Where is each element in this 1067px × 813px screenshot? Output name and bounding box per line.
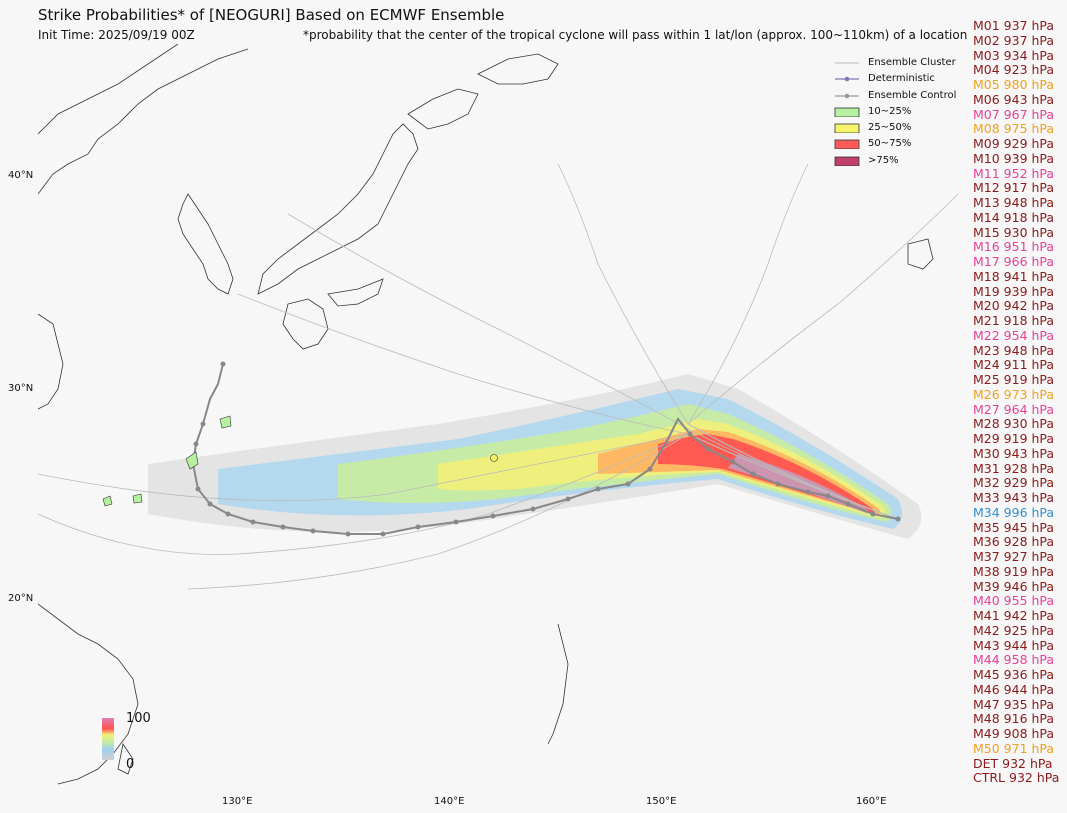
member-pressure-entry: M25 919 hPa: [973, 372, 1055, 387]
lon-label-130: 130°E: [222, 796, 253, 807]
legend-patch-swatch: [834, 156, 860, 166]
legend-25-50: 25~50%: [833, 120, 956, 136]
member-pressure-entry: M49 908 hPa: [973, 726, 1055, 741]
legend-label: >75%: [868, 154, 899, 166]
legend-label: Deterministic: [868, 73, 935, 85]
member-pressure-entry: M30 943 hPa: [973, 445, 1055, 461]
member-pressure-entry: M37 927 hPa: [973, 549, 1055, 564]
member-pressure-entry: M26 973 hPa: [973, 386, 1055, 402]
legend-label: 10~25%: [868, 105, 912, 117]
legend-label: 25~50%: [868, 122, 912, 134]
lon-label-140: 140°E: [434, 796, 465, 807]
lat-label-40: 40°N: [8, 170, 34, 181]
member-pressure-entry: M44 958 hPa: [973, 652, 1055, 668]
member-pressure-entry: M01 937 hPa: [973, 18, 1055, 33]
member-pressure-entry: M17 966 hPa: [973, 254, 1055, 269]
island-probability-patches: [102, 415, 498, 507]
member-pressure-entry: M04 923 hPa: [973, 62, 1055, 78]
lat-label-20: 20°N: [8, 593, 34, 604]
colorbar-min-label: 0: [126, 757, 135, 772]
legend-ensemble-cluster: Ensemble Cluster: [833, 55, 956, 71]
member-pressure-entry: M32 929 hPa: [973, 475, 1055, 491]
member-pressure-entry: M14 918 hPa: [973, 209, 1055, 225]
member-pressure-entry: M11 952 hPa: [973, 165, 1055, 181]
ensemble-control-track: [190, 361, 901, 537]
member-pressure-entry: M10 939 hPa: [973, 150, 1055, 166]
legend-line-swatch: [835, 62, 859, 64]
member-pressure-entry: M46 944 hPa: [973, 681, 1055, 697]
member-pressure-entry: CTRL 932 hPa: [973, 770, 1060, 786]
member-pressure-entry: M20 942 hPa: [973, 298, 1055, 314]
probability-colorbar: [102, 718, 114, 760]
legend-over-75: >75%: [833, 153, 956, 169]
member-pressure-entry: M43 944 hPa: [973, 637, 1055, 653]
legend-ensemble-control: Ensemble Control: [833, 88, 956, 104]
member-pressure-entry: M28 930 hPa: [973, 416, 1055, 432]
map-title: Strike Probabilities* of [NEOGURI] Based…: [38, 6, 505, 24]
legend-marker-swatch: [835, 93, 859, 98]
legend-50-75: 50~75%: [833, 136, 956, 152]
member-pressure-entry: M15 930 hPa: [973, 224, 1055, 240]
member-pressure-entry: M05 980 hPa: [973, 77, 1055, 92]
member-pressure-entry: M16 951 hPa: [973, 239, 1055, 255]
lon-label-160: 160°E: [856, 796, 887, 807]
member-pressure-entry: M38 919 hPa: [973, 563, 1055, 579]
member-pressure-entry: M39 946 hPa: [973, 578, 1055, 594]
member-pressure-entry: M03 934 hPa: [973, 47, 1055, 63]
lat-label-30: 30°N: [8, 383, 34, 394]
member-pressure-entry: M40 955 hPa: [973, 593, 1055, 609]
member-pressure-entry: M35 945 hPa: [973, 519, 1055, 535]
member-pressure-entry: M06 943 hPa: [973, 91, 1055, 107]
member-pressure-entry: M24 911 hPa: [973, 357, 1055, 373]
member-pressure-entry: M13 948 hPa: [973, 195, 1055, 210]
legend-label: Ensemble Control: [868, 89, 957, 101]
map-legend: Ensemble Cluster Deterministic Ensemble …: [833, 55, 956, 169]
legend-label: 50~75%: [868, 138, 912, 150]
legend-patch-swatch: [834, 123, 860, 134]
strike-probability-map: [38, 44, 959, 785]
member-pressure-entry: M18 941 hPa: [973, 268, 1055, 284]
member-pressure-entry: M07 967 hPa: [973, 106, 1055, 122]
member-pressure-entry: M21 918 hPa: [973, 313, 1055, 328]
init-time: Init Time: 2025/09/19 00Z: [38, 28, 195, 42]
member-pressure-entry: M12 917 hPa: [973, 180, 1055, 196]
legend-10-25: 10~25%: [833, 104, 956, 120]
member-pressure-entry: M19 939 hPa: [973, 283, 1055, 299]
member-pressure-entry: M50 971 hPa: [973, 740, 1055, 756]
member-pressure-entry: M45 936 hPa: [973, 667, 1055, 682]
legend-deterministic: Deterministic: [833, 71, 956, 87]
colorbar-max-label: 100: [126, 711, 151, 726]
member-pressure-entry: M23 948 hPa: [973, 342, 1055, 358]
legend-patch-swatch: [834, 140, 860, 150]
lon-label-150: 150°E: [646, 796, 677, 807]
member-pressure-entry: M41 942 hPa: [973, 608, 1055, 623]
member-pressure-entry: M48 916 hPa: [973, 711, 1055, 727]
member-pressure-entry: M29 919 hPa: [973, 431, 1055, 446]
member-pressure-entry: M36 928 hPa: [973, 534, 1055, 550]
member-pressure-entry: M27 964 hPa: [973, 401, 1055, 417]
ensemble-member-list: M01 937 hPa M02 937 hPa M03 934 hPa M04 923…: [973, 18, 1067, 786]
probability-footnote: *probability that the center of the trop…: [303, 28, 968, 42]
member-pressure-entry: M42 925 hPa: [973, 622, 1055, 638]
coastlines: [38, 44, 934, 785]
member-pressure-entry: M33 943 hPa: [973, 490, 1055, 505]
ensemble-cluster-tracks: [38, 163, 959, 590]
probability-swath: [148, 374, 922, 539]
member-pressure-entry: M47 935 hPa: [973, 696, 1055, 712]
member-pressure-entry: M34 996 hPa: [973, 504, 1055, 520]
member-pressure-entry: M02 937 hPa: [973, 32, 1055, 48]
member-pressure-entry: M09 929 hPa: [973, 136, 1055, 151]
legend-marker-swatch: [835, 76, 859, 82]
legend-label: Ensemble Cluster: [868, 57, 956, 68]
member-pressure-entry: M22 954 hPa: [973, 327, 1055, 343]
member-pressure-entry: DET 932 hPa: [973, 755, 1053, 771]
legend-patch-swatch: [834, 107, 860, 117]
member-pressure-entry: M31 928 hPa: [973, 460, 1055, 476]
member-pressure-entry: M08 975 hPa: [973, 121, 1055, 137]
